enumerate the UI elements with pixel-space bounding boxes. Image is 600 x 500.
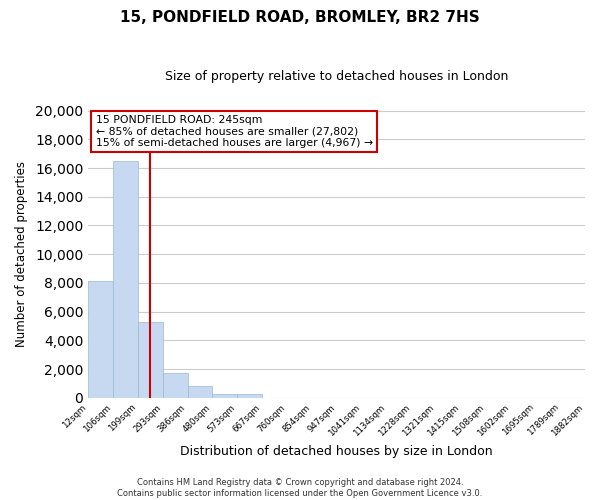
Bar	[237, 394, 262, 398]
Bar	[188, 386, 212, 398]
Bar	[212, 394, 237, 398]
Text: Contains HM Land Registry data © Crown copyright and database right 2024.
Contai: Contains HM Land Registry data © Crown c…	[118, 478, 482, 498]
Bar	[113, 161, 138, 398]
Bar	[163, 372, 188, 398]
Title: Size of property relative to detached houses in London: Size of property relative to detached ho…	[165, 70, 508, 83]
Text: 15, PONDFIELD ROAD, BROMLEY, BR2 7HS: 15, PONDFIELD ROAD, BROMLEY, BR2 7HS	[120, 10, 480, 25]
X-axis label: Distribution of detached houses by size in London: Distribution of detached houses by size …	[180, 444, 493, 458]
Bar	[88, 280, 113, 398]
Bar	[138, 322, 163, 398]
Y-axis label: Number of detached properties: Number of detached properties	[15, 161, 28, 347]
Text: 15 PONDFIELD ROAD: 245sqm
← 85% of detached houses are smaller (27,802)
15% of s: 15 PONDFIELD ROAD: 245sqm ← 85% of detac…	[95, 115, 373, 148]
